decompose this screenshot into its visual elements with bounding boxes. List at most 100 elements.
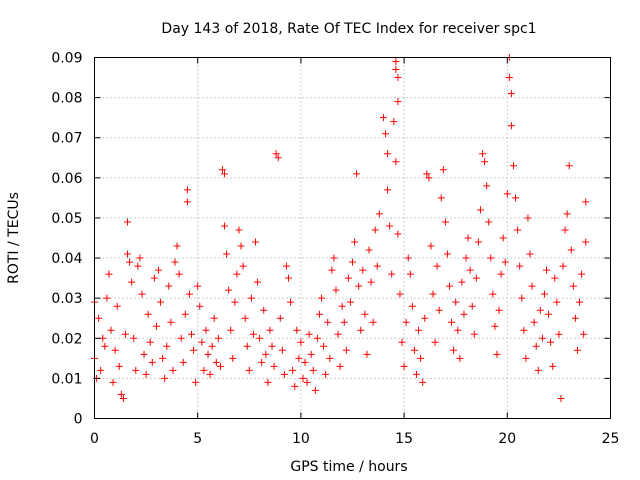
data-point bbox=[394, 230, 402, 238]
y-tick-label: 0.08 bbox=[51, 91, 82, 107]
data-point bbox=[165, 282, 173, 290]
data-point bbox=[493, 350, 501, 358]
data-point bbox=[117, 390, 125, 398]
data-point bbox=[528, 282, 536, 290]
x-tick-label: 15 bbox=[395, 431, 413, 447]
data-point bbox=[212, 358, 220, 366]
data-point bbox=[406, 270, 414, 278]
data-point bbox=[216, 362, 224, 370]
data-point bbox=[204, 350, 212, 358]
data-point bbox=[301, 358, 309, 366]
y-tick-labels: 0 0.01 0.02 0.03 0.04 0.05 0.06 0.07 0.08 0.09 bbox=[51, 51, 82, 428]
data-point bbox=[138, 290, 146, 298]
data-point bbox=[206, 370, 214, 378]
y-tick-label: 0 bbox=[74, 412, 83, 428]
data-point bbox=[124, 250, 132, 258]
data-point bbox=[101, 342, 109, 350]
data-point bbox=[404, 254, 412, 262]
data-point bbox=[239, 262, 247, 270]
data-point bbox=[425, 174, 433, 182]
data-point bbox=[266, 326, 274, 334]
data-point bbox=[402, 318, 410, 326]
data-point bbox=[115, 362, 123, 370]
data-point bbox=[140, 350, 148, 358]
data-point bbox=[379, 114, 387, 122]
data-point bbox=[353, 170, 361, 178]
data-point bbox=[105, 270, 113, 278]
data-point bbox=[462, 254, 470, 262]
data-point bbox=[547, 338, 555, 346]
data-point bbox=[472, 274, 480, 282]
data-point bbox=[183, 186, 191, 194]
data-point bbox=[291, 382, 299, 390]
data-point bbox=[231, 298, 239, 306]
data-point bbox=[119, 394, 127, 402]
data-point bbox=[549, 362, 557, 370]
plot-frame bbox=[94, 57, 611, 419]
data-point bbox=[408, 302, 416, 310]
data-point bbox=[309, 366, 317, 374]
data-point bbox=[483, 182, 491, 190]
data-point bbox=[109, 378, 117, 386]
data-point bbox=[280, 370, 288, 378]
data-point bbox=[499, 234, 507, 242]
data-point bbox=[497, 270, 505, 278]
data-point bbox=[365, 246, 373, 254]
data-point bbox=[518, 294, 526, 302]
data-point bbox=[487, 254, 495, 262]
data-point bbox=[272, 150, 280, 158]
data-point bbox=[412, 370, 420, 378]
data-point bbox=[576, 298, 584, 306]
data-point bbox=[218, 166, 226, 174]
data-point bbox=[578, 270, 586, 278]
data-point bbox=[97, 366, 105, 374]
data-point bbox=[567, 246, 575, 254]
data-point bbox=[256, 334, 264, 342]
data-point bbox=[196, 302, 204, 310]
data-point bbox=[167, 318, 175, 326]
y-axis-label: ROTI / TECUs bbox=[6, 192, 22, 284]
data-point bbox=[307, 350, 315, 358]
data-point bbox=[175, 270, 183, 278]
data-point bbox=[342, 346, 350, 354]
data-point bbox=[514, 226, 522, 234]
x-tick-labels: 0 5 10 15 20 25 bbox=[90, 431, 619, 447]
data-point bbox=[384, 186, 392, 194]
data-point bbox=[181, 310, 189, 318]
data-point bbox=[468, 302, 476, 310]
data-point bbox=[485, 218, 493, 226]
data-point bbox=[188, 330, 196, 338]
data-point bbox=[443, 250, 451, 258]
data-point bbox=[183, 198, 191, 206]
y-tick-label: 0.02 bbox=[51, 331, 82, 347]
data-point bbox=[400, 362, 408, 370]
data-point bbox=[553, 298, 561, 306]
data-point bbox=[194, 282, 202, 290]
data-point bbox=[192, 378, 200, 386]
data-point bbox=[507, 90, 515, 98]
data-point bbox=[456, 354, 464, 362]
data-point bbox=[421, 314, 429, 322]
data-point bbox=[361, 310, 369, 318]
data-point bbox=[563, 210, 571, 218]
data-point bbox=[417, 354, 425, 362]
data-point bbox=[130, 334, 138, 342]
data-point bbox=[171, 258, 179, 266]
data-point bbox=[132, 366, 140, 374]
data-point bbox=[148, 358, 156, 366]
data-point bbox=[375, 210, 383, 218]
data-point bbox=[540, 290, 548, 298]
data-point bbox=[448, 318, 456, 326]
data-point bbox=[297, 338, 305, 346]
data-point bbox=[258, 358, 266, 366]
data-point bbox=[392, 158, 400, 166]
y-tick-label: 0.03 bbox=[51, 291, 82, 307]
data-point bbox=[157, 298, 165, 306]
data-point bbox=[332, 286, 340, 294]
data-point bbox=[190, 346, 198, 354]
data-point bbox=[305, 330, 313, 338]
data-point bbox=[320, 342, 328, 350]
data-point bbox=[505, 74, 513, 82]
data-point bbox=[410, 346, 418, 354]
data-point bbox=[450, 346, 458, 354]
